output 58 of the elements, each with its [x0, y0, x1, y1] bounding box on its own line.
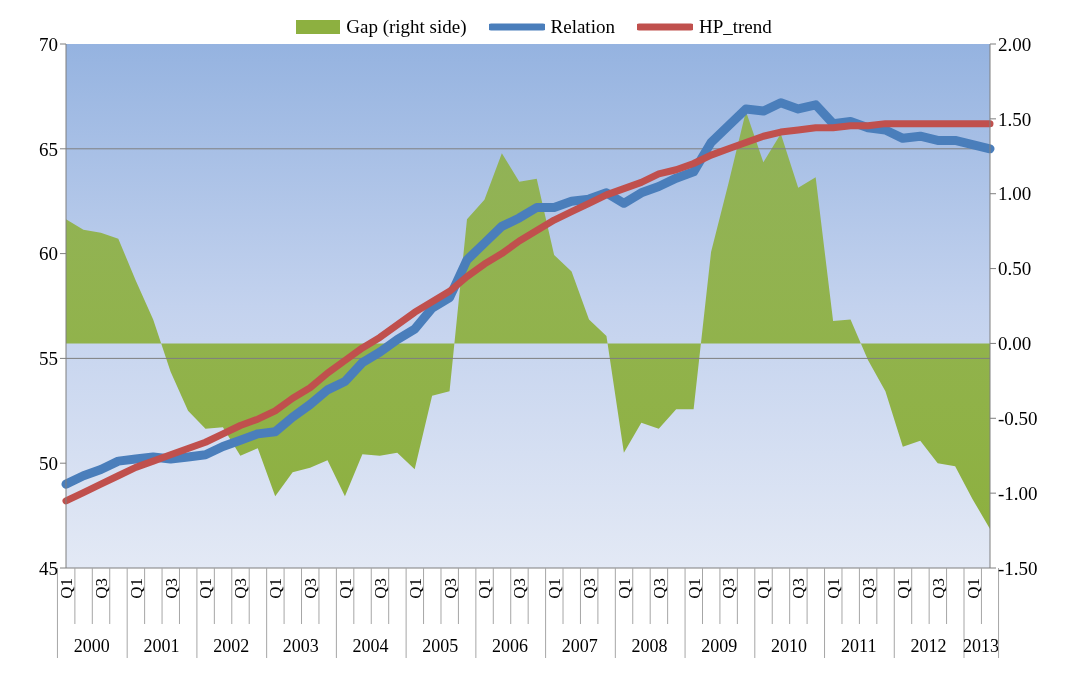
- legend-label: HP_trend: [698, 16, 772, 38]
- x-tick-label: Q1: [684, 578, 704, 599]
- legend-label: Relation: [550, 16, 615, 38]
- x-tick-label: Q3: [719, 578, 739, 599]
- text: 2005: [422, 636, 459, 656]
- x-tick-label: Q1: [57, 578, 76, 599]
- text: 2008: [631, 636, 668, 656]
- x-tick-label: Q3: [580, 578, 600, 599]
- x-tick-label: Q3: [510, 578, 530, 599]
- x-tick-label: Q1: [893, 578, 913, 599]
- x-tick-label: Q1: [963, 578, 983, 599]
- x-tick-label: Q3: [370, 578, 390, 599]
- x-tick-label: Q3: [91, 578, 111, 599]
- x-tick-label: Q1: [266, 578, 286, 599]
- x-tick-label: Q1: [405, 578, 425, 599]
- x-tick-label: Q1: [475, 578, 495, 599]
- text: 2011: [841, 636, 877, 656]
- y2-tick-label: 0.00: [998, 333, 1032, 355]
- x-tick-label: Q3: [649, 578, 669, 599]
- x-tick-label: Q1: [824, 578, 844, 599]
- text: 2012: [910, 636, 947, 656]
- x-tick-label: Q1: [545, 578, 565, 599]
- text: 2003: [282, 636, 319, 656]
- y2-tick-label: -1.00: [998, 482, 1038, 504]
- y2-tick-label: 1.50: [998, 108, 1032, 130]
- x-tick-label: Q3: [440, 578, 460, 599]
- x-tick-label: Q1: [196, 578, 216, 599]
- y-tick-label: 70: [39, 33, 58, 55]
- y2-tick-label: 1.00: [998, 183, 1032, 205]
- text: 2001: [143, 636, 180, 656]
- text: 2006: [492, 636, 529, 656]
- y-tick-label: 55: [39, 348, 58, 370]
- text: 2002: [213, 636, 250, 656]
- y-tick-label: 65: [39, 138, 58, 160]
- x-tick-label: Q1: [614, 578, 634, 599]
- y2-tick-label: 2.00: [998, 33, 1032, 55]
- text: 2013: [963, 636, 1000, 656]
- y2-tick-label: -0.50: [998, 408, 1038, 430]
- text: 2007: [561, 636, 598, 656]
- y-tick-label: 45: [39, 557, 58, 579]
- x-tick-label: Q3: [231, 578, 251, 599]
- text: 2000: [73, 636, 110, 656]
- x-tick-label: Q3: [301, 578, 321, 599]
- text: 2009: [701, 636, 738, 656]
- x-tick-label: Q1: [335, 578, 355, 599]
- text: 2010: [771, 636, 808, 656]
- y2-tick-label: -1.50: [998, 557, 1038, 579]
- x-tick-label: Q3: [161, 578, 181, 599]
- y-tick-label: 60: [39, 243, 58, 265]
- x-tick-label: Q3: [858, 578, 878, 599]
- x-tick-label: Q3: [928, 578, 948, 599]
- y2-tick-label: 0.50: [998, 258, 1032, 280]
- x-tick-label: Q1: [754, 578, 774, 599]
- text: 2004: [352, 636, 389, 656]
- legend-label: Gap (right side): [346, 16, 467, 38]
- x-tick-label: Q3: [789, 578, 809, 599]
- y-tick-label: 50: [39, 452, 58, 474]
- x-tick-label: Q1: [126, 578, 146, 599]
